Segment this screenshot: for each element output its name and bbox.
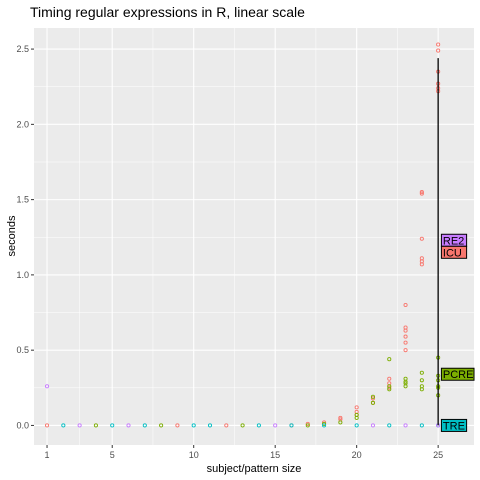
data-point-pcre (387, 384, 392, 389)
data-point-pcre (370, 400, 376, 405)
y-tick-label: 1.0 (16, 270, 29, 280)
data-point-icu (419, 256, 424, 261)
data-point-pcre (403, 381, 408, 386)
x-tick-label: 1 (45, 450, 50, 460)
data-point-pcre (354, 412, 359, 417)
direct-label-box (440, 418, 468, 432)
data-point-tre (191, 423, 196, 428)
direct-label-icu: ICU (443, 247, 462, 259)
data-points (44, 42, 441, 428)
data-point-icu (419, 236, 424, 241)
direct-label-box (440, 245, 468, 259)
chart-title: Timing regular expressions in R, linear … (30, 4, 305, 20)
data-point-icu (403, 325, 408, 330)
data-point-tre (142, 423, 147, 428)
y-tick-label: 0.0 (16, 420, 29, 430)
data-point-pcre (387, 357, 392, 362)
data-point-pcre (93, 423, 98, 428)
data-point-icu (436, 48, 441, 53)
data-point-re2 (77, 423, 82, 428)
data-point-tre (354, 423, 359, 428)
data-point-tre (61, 423, 66, 428)
data-point-icu (387, 385, 392, 390)
data-point-pcre (338, 420, 343, 425)
data-point-pcre (305, 423, 310, 428)
data-point-icu (419, 190, 424, 195)
data-point-tre (207, 423, 213, 428)
y-axis-label: seconds (6, 215, 18, 256)
plot-panel (34, 28, 474, 445)
x-axis-label: subject/pattern size (207, 463, 302, 475)
data-point-pcre (240, 423, 245, 428)
y-tick-label: 1.5 (16, 195, 29, 205)
data-point-icu (338, 415, 343, 420)
data-point-icu (224, 423, 229, 428)
y-tick-label: 2.5 (16, 44, 29, 54)
data-point-icu (436, 42, 441, 47)
direct-label-tre: TRE (443, 420, 465, 432)
data-point-re2 (403, 423, 408, 428)
data-point-icu (175, 423, 180, 428)
y-tick-label: 0.5 (16, 345, 29, 355)
data-point-pcre (370, 394, 376, 399)
data-point-icu (354, 405, 359, 410)
x-axis-ticks: 1 5 10 15 20 25 (45, 445, 443, 460)
data-point-re2 (273, 423, 278, 428)
data-point-icu (419, 191, 424, 196)
data-point-pcre (419, 378, 424, 383)
data-point-re2 (126, 423, 131, 428)
data-point-icu (305, 421, 310, 426)
y-tick-label: 2.0 (16, 119, 29, 129)
data-point-icu (370, 396, 376, 401)
data-point-tre (419, 423, 424, 428)
data-point-pcre (322, 421, 327, 426)
data-point-pcre (403, 376, 408, 381)
data-point-tre (387, 423, 392, 428)
data-point-tre (110, 423, 115, 428)
data-point-re2 (44, 384, 50, 389)
data-point-re2 (370, 423, 376, 428)
direct-label-box (440, 367, 475, 381)
data-point-icu (44, 423, 50, 428)
data-point-icu (403, 302, 408, 308)
direct-label-re2: RE2 (443, 235, 464, 247)
data-point-icu (387, 376, 392, 381)
data-point-icu (403, 340, 408, 345)
data-point-tre (289, 423, 294, 428)
minor-gridlines (34, 28, 474, 445)
data-point-pcre (419, 384, 424, 389)
x-tick-label: 5 (110, 450, 115, 460)
data-point-tre (322, 423, 327, 428)
x-tick-label: 10 (189, 450, 199, 460)
data-point-tre (256, 423, 261, 428)
y-axis-ticks: 0.0 0.5 1.0 1.5 2.0 2.5 (16, 44, 34, 430)
data-point-icu (403, 348, 408, 353)
data-point-pcre (159, 423, 164, 428)
direct-label-pcre: PCRE (443, 369, 474, 381)
major-gridlines (34, 28, 474, 445)
x-tick-label: 15 (270, 450, 280, 460)
data-point-icu (403, 334, 408, 339)
x-tick-label: 20 (352, 450, 362, 460)
data-point-pcre (419, 370, 424, 375)
x-tick-label: 25 (433, 450, 443, 460)
